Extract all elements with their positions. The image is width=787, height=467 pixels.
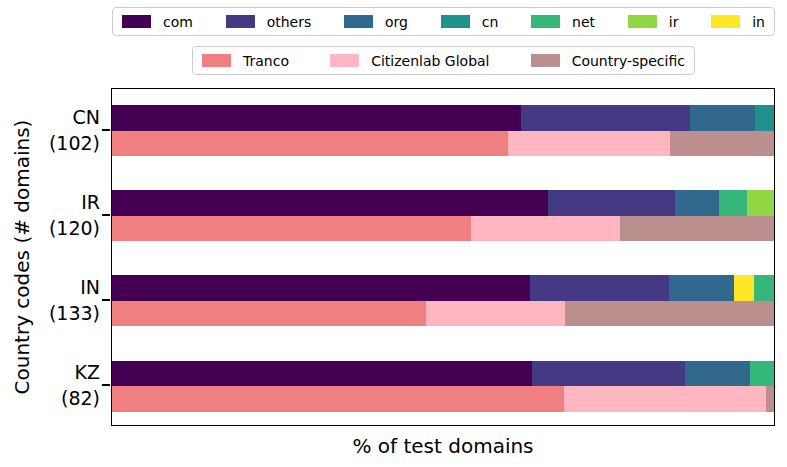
segment-tranco [112,131,508,157]
segment-com [112,105,521,131]
segment-net [754,275,774,301]
segment-ir [747,190,774,216]
legend-entry-net: net [531,15,595,29]
legend-swatch-icon [202,54,231,67]
segment-citizenlab-global [508,131,670,157]
segment-citizenlab-global [564,386,766,412]
segment-com [112,190,548,216]
segment-net [750,361,774,387]
tld-legend: com others org cn net ir in [112,7,775,36]
legend-swatch-icon [531,15,560,28]
segment-org [685,361,750,387]
legend-entry-ir: ir [628,15,679,29]
segment-citizenlab-global [471,216,620,242]
cn-tld-bar [112,105,774,131]
legend-swatch-icon [122,15,151,28]
segment-in [734,275,754,301]
bar-group-cn [112,105,774,156]
ir-tld-bar [112,190,774,216]
bar-group-in [112,275,774,326]
segment-others [548,190,675,216]
legend-label: net [560,15,595,29]
segment-org [669,275,734,301]
x-axis-label: % of test domains [111,434,775,458]
legend-entry-com: com [122,15,193,29]
segment-com [112,361,532,387]
source-legend: Tranco Citizenlab Global Country-specific [192,46,695,75]
legend-label: org [373,15,408,29]
segment-country-specific [766,386,774,412]
legend-entry-org: org [344,15,408,29]
legend-label: com [151,15,193,29]
segment-others [521,105,690,131]
legend-label: Citizenlab Global [359,54,489,68]
y-axis-label: Country codes (# domains) [10,120,34,395]
legend-label: Country-specific [560,54,685,68]
segment-net [719,190,747,216]
in-source-bar [112,301,774,327]
legend-label: Tranco [231,54,289,68]
bar-group-ir [112,190,774,241]
legend-entry-cn: cn [441,15,499,29]
segment-com [112,275,530,301]
legend-swatch-icon [531,54,560,67]
cn-source-bar [112,131,774,157]
segment-country-specific [620,216,774,242]
segment-tranco [112,216,471,242]
segment-others [532,361,686,387]
legend-entry-tranco: Tranco [202,54,289,68]
legend-swatch-icon [711,15,740,28]
segment-country-specific [565,301,774,327]
y-tick-kz [102,384,110,386]
legend-entry-country-specific: Country-specific [531,54,685,68]
segment-tranco [112,386,564,412]
legend-entry-others: others [226,15,312,29]
segment-tranco [112,301,426,327]
segment-others [530,275,669,301]
stacked-bar-chart-figure: com others org cn net ir in Tranco Citizenlab G… [0,0,787,467]
legend-label: in [740,15,765,29]
y-tick-ir [102,214,110,216]
in-tld-bar [112,275,774,301]
bar-group-kz [112,361,774,412]
legend-swatch-icon [330,54,359,67]
segment-citizenlab-global [426,301,565,327]
y-tick-in [102,299,110,301]
kz-source-bar [112,386,774,412]
legend-swatch-icon [441,15,470,28]
plot-area [111,88,775,426]
y-tick-cn [102,129,110,131]
legend-swatch-icon [628,15,657,28]
legend-entry-in: in [711,15,765,29]
ir-source-bar [112,216,774,242]
legend-label: cn [470,15,499,29]
segment-cn [755,105,774,131]
legend-entry-citizenlab-global: Citizenlab Global [330,54,489,68]
legend-swatch-icon [344,15,373,28]
legend-label: others [255,15,312,29]
kz-tld-bar [112,361,774,387]
segment-org [690,105,755,131]
legend-label: ir [657,15,679,29]
segment-org [675,190,719,216]
legend-swatch-icon [226,15,255,28]
segment-country-specific [670,131,774,157]
